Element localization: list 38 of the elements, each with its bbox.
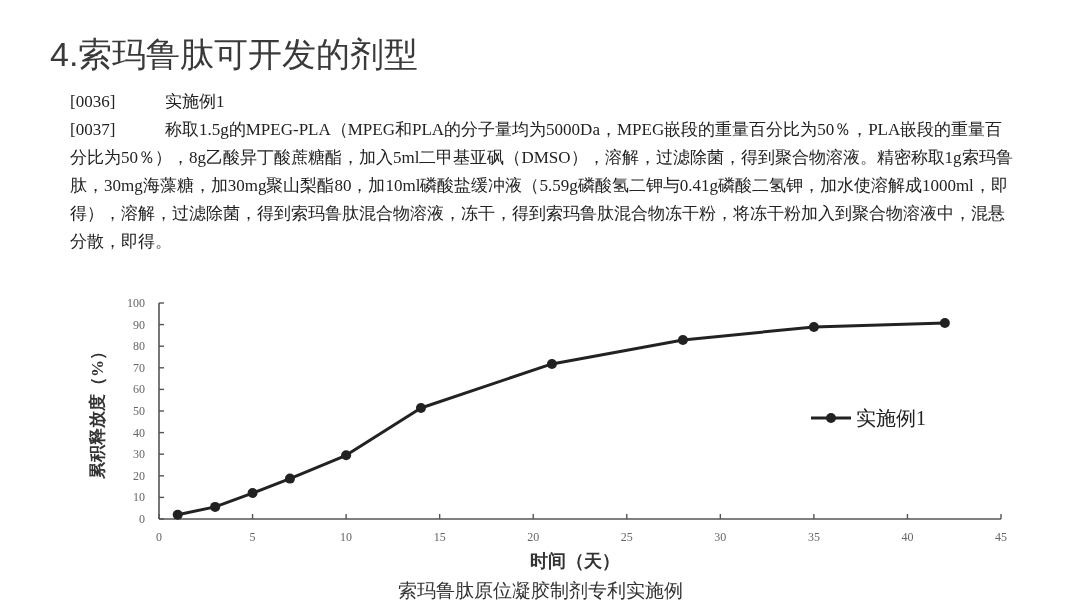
x-tick-label: 10 [340, 530, 353, 544]
x-tick-label: 30 [714, 530, 727, 544]
point [341, 450, 352, 461]
y-tick-label: 50 [133, 404, 145, 418]
point [172, 509, 183, 520]
x-tick-label: 35 [807, 530, 820, 544]
y-tick-label: 10 [133, 490, 145, 505]
text: 索玛鲁肽原位凝胶制剂专利实施例 [396, 579, 684, 603]
y-tick-label: 30 [133, 447, 145, 462]
x-axis-title: 时间（天） [530, 551, 620, 571]
point [808, 321, 819, 332]
y-tick-label: 80 [133, 339, 145, 354]
x-tick-label: 15 [433, 530, 446, 544]
x-tick-label: 0 [156, 530, 162, 544]
point [415, 402, 426, 413]
point [210, 501, 221, 512]
text: [0037] 称取1.5g的MPEG-PLA（MPEG和PLA的分子量均为5000Da，MPEG嵌段的重量百分比为50％，PLA嵌段的重量百分比为50％），8g乙酸异丁酸蔗糖酯，加入5ml二甲基亚砜（DMSO），溶解，过滤除菌，得到聚合物溶液。精密称取1g索玛鲁肽，30mg海藻糖，加30mg聚山梨酯80，加10ml磷酸盐缓冲液（5.59g磷酸氢二钾与0.41g磷酸二氢钾，加水使溶解成1000ml，即得），溶解，过滤除菌，得到索玛鲁肽混合物溶液，冻干，得到索玛鲁肽混合物冻干粉，将冻干粉加入到聚合物溶液中，混悬分散，即得。 [70, 120, 1013, 251]
y-axis-title: 累积释放度（%） [88, 343, 107, 480]
x-tick-label: 5 [249, 530, 256, 544]
x-tick-label: 20 [527, 530, 540, 544]
y-tick-label: 60 [133, 382, 145, 397]
x-tick-label: 40 [901, 530, 914, 544]
point [546, 358, 557, 369]
x-tick-label: 25 [620, 530, 633, 544]
point [284, 473, 295, 484]
text: [0036] 实施例1 [70, 92, 225, 111]
y-tick-label: 0 [139, 512, 145, 526]
point [247, 488, 258, 499]
x-tick-label: 45 [995, 530, 1007, 544]
point [939, 318, 950, 329]
y-tick-label: 20 [133, 468, 145, 483]
chart-title: 4.索玛鲁肽可开发的剂型 [50, 34, 419, 75]
y-tick-label: 100 [127, 296, 145, 310]
y-tick-label: 40 [133, 425, 145, 440]
y-tick-label: 90 [133, 317, 145, 332]
point [677, 334, 688, 345]
y-tick-label: 70 [133, 360, 145, 375]
legend-label: 实施例1 [856, 407, 926, 429]
